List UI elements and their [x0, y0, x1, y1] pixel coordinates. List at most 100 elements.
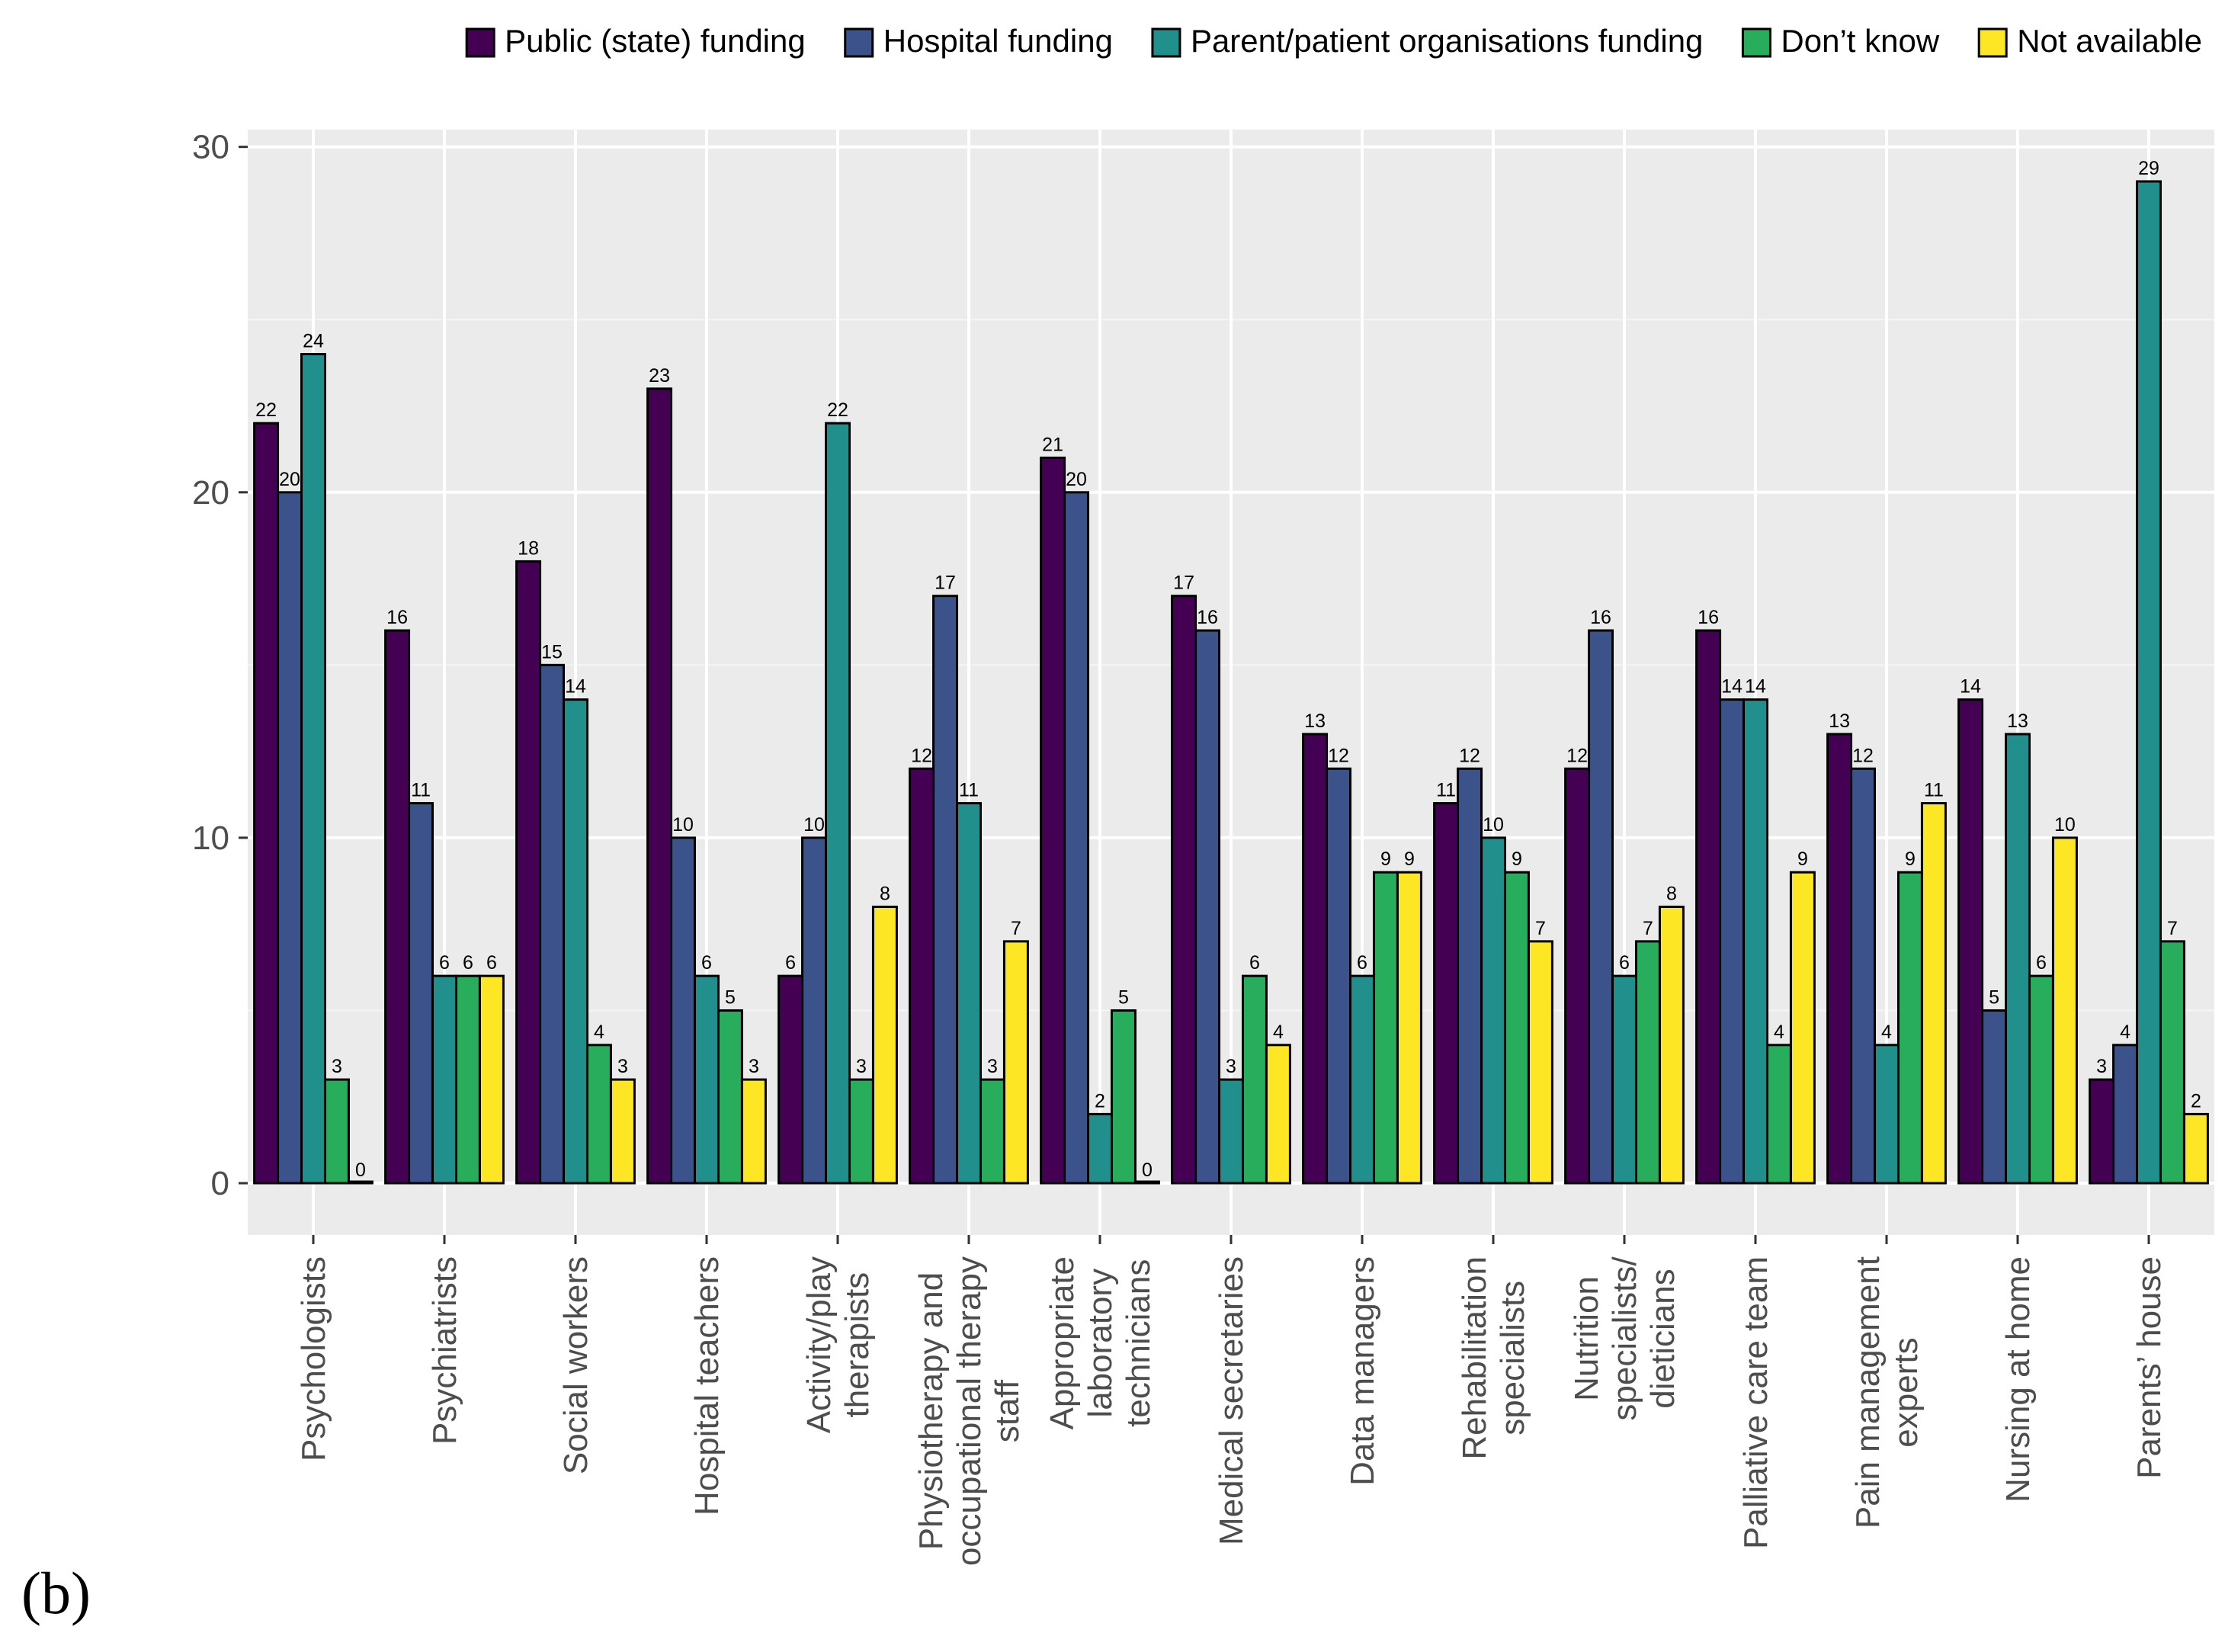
y-tick-label: 20 [192, 474, 229, 512]
bar-value-label: 23 [649, 365, 670, 387]
bar [539, 663, 566, 1185]
bar-value-label: 10 [2054, 814, 2076, 836]
bar-value-label: 4 [1774, 1022, 1784, 1043]
bar-value-label: 9 [1905, 848, 1916, 870]
bar [1850, 767, 1877, 1185]
bar-value-label: 13 [1304, 711, 1326, 732]
bar [408, 802, 434, 1185]
bar-value-label: 0 [1142, 1160, 1153, 1181]
bar-value-label: 6 [1619, 952, 1630, 974]
bar [1826, 733, 1853, 1185]
legend-key [1151, 27, 1181, 58]
bar-value-label: 29 [2138, 158, 2159, 179]
bar [2182, 1112, 2209, 1185]
bar-value-label: 3 [987, 1056, 998, 1077]
bar [323, 1078, 350, 1185]
bar-value-label: 9 [1797, 848, 1808, 870]
bar-value-label: 13 [1829, 711, 1850, 732]
bar [801, 836, 828, 1185]
bar-value-label: 6 [785, 952, 796, 974]
x-tick-label: Data managers [1344, 1256, 1381, 1486]
bar [609, 1078, 636, 1185]
bar [1110, 1009, 1137, 1185]
legend-key [465, 27, 495, 58]
bar [1564, 767, 1591, 1185]
bar-value-label: 6 [1249, 952, 1260, 974]
bar-value-label: 6 [2036, 952, 2047, 974]
legend-label: Not available [2017, 23, 2202, 59]
bar [1789, 871, 1816, 1185]
legend-key [1977, 27, 2008, 58]
bar [1241, 974, 1268, 1185]
y-tick-label: 0 [211, 1165, 229, 1202]
bar [1433, 802, 1460, 1185]
bar [2051, 836, 2078, 1185]
bar [585, 1044, 612, 1185]
bar [1171, 595, 1197, 1185]
y-tick-label: 10 [192, 820, 229, 857]
legend-key [844, 27, 874, 58]
bar-value-label: 3 [1226, 1056, 1236, 1077]
bar-value-label: 3 [617, 1056, 628, 1077]
bar [1302, 733, 1329, 1185]
bar [1527, 940, 1553, 1185]
bar [1634, 940, 1661, 1185]
bar [1002, 940, 1029, 1185]
bar [515, 560, 542, 1185]
x-tick-label: Rehabilitationspecialists [1456, 1256, 1531, 1460]
bar [1349, 974, 1375, 1185]
bar-value-label: 21 [1042, 434, 1063, 455]
bar-value-label: 3 [332, 1056, 342, 1077]
y-tick-label: 30 [192, 129, 229, 166]
bar [1719, 698, 1746, 1185]
bar [694, 974, 720, 1185]
bar [1194, 629, 1221, 1185]
bar-value-label: 0 [355, 1160, 366, 1181]
x-tick-label: Hospital teachers [688, 1256, 726, 1516]
x-tick-label: Activity/playtherapists [800, 1256, 876, 1433]
bar [717, 1009, 743, 1185]
bar-value-label: 3 [2096, 1056, 2107, 1077]
bar [825, 422, 851, 1185]
bar-value-label: 15 [541, 641, 563, 662]
bar [1396, 871, 1422, 1185]
bar-value-label: 10 [1483, 814, 1504, 836]
bar [1218, 1078, 1244, 1185]
bar-value-label: 2 [1095, 1090, 1105, 1111]
bar [431, 974, 457, 1185]
bar-value-label: 8 [880, 884, 890, 905]
bar-value-label: 7 [2167, 918, 2178, 939]
bar-value-label: 5 [1118, 986, 1129, 1008]
bar [2136, 180, 2162, 1185]
x-tick-label: Physiotherapy andoccupational therapysta… [912, 1256, 1026, 1566]
bar [478, 974, 505, 1185]
legend-label: Parent/patient organisations funding [1191, 23, 1703, 59]
bar-value-label: 18 [518, 537, 539, 559]
bar-value-label: 16 [1197, 607, 1218, 628]
bar-value-label: 22 [255, 399, 277, 421]
bar [1658, 906, 1685, 1185]
bar-value-label: 14 [1745, 676, 1766, 698]
x-tick-label: Psychiatrists [426, 1256, 463, 1445]
bar-value-label: 16 [386, 607, 408, 628]
bar-value-label: 6 [1357, 952, 1367, 974]
bar [1957, 698, 1984, 1185]
bar-value-label: 12 [1328, 745, 1349, 766]
bar [1133, 1180, 1160, 1185]
bar-value-label: 11 [411, 780, 431, 801]
legend-key [1741, 27, 1771, 58]
bar-value-label: 11 [1436, 780, 1456, 801]
bar [871, 906, 898, 1185]
bar [777, 974, 804, 1185]
bar [2159, 940, 2185, 1185]
bar [1920, 802, 1947, 1185]
bar [454, 974, 481, 1185]
bar-value-label: 4 [594, 1022, 604, 1043]
x-tick-label: Pain managementexperts [1849, 1256, 1925, 1529]
bar [670, 836, 697, 1185]
legend-item: Parent/patient organisations funding [1151, 23, 1703, 59]
bar [2089, 1078, 2115, 1185]
bar [740, 1078, 767, 1185]
